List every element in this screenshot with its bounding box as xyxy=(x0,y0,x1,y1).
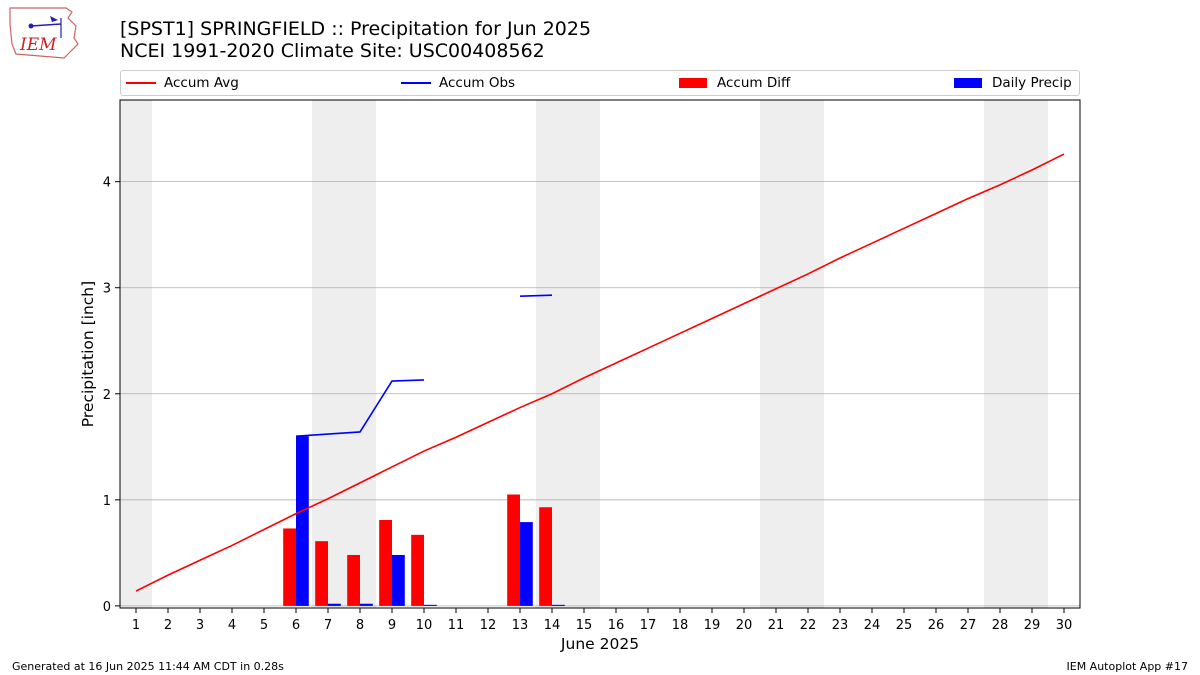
x-tick-label: 18 xyxy=(672,618,689,633)
x-tick-label: 27 xyxy=(960,618,977,633)
legend-item-accum-avg: Accum Avg xyxy=(126,71,239,95)
legend-item-accum-diff: Accum Diff xyxy=(679,71,790,95)
x-tick-label: 3 xyxy=(196,618,204,633)
legend-line-red xyxy=(126,82,156,84)
x-tick-label: 13 xyxy=(512,618,529,633)
bar-accum-diff xyxy=(283,528,296,606)
line-accum-obs xyxy=(519,294,553,297)
bar-daily-precip xyxy=(520,522,533,606)
line-accum-avg xyxy=(135,153,1065,592)
legend-patch-blue xyxy=(954,78,982,88)
bar-accum-diff xyxy=(315,541,328,606)
chart-title: [SPST1] SPRINGFIELD :: Precipitation for… xyxy=(120,18,592,40)
chart-legend: Accum Avg Accum Obs Accum Diff Daily Pre… xyxy=(120,70,1080,96)
bar-daily-precip xyxy=(424,604,437,606)
x-tick-label: 11 xyxy=(448,618,465,633)
x-tick-label: 28 xyxy=(992,618,1009,633)
iem-logo-text: IEM xyxy=(19,35,57,55)
x-tick-label: 12 xyxy=(480,618,497,633)
x-tick-label: 16 xyxy=(608,618,625,633)
x-tick-label: 26 xyxy=(928,618,945,633)
x-tick-label: 17 xyxy=(640,618,657,633)
weekend-band xyxy=(760,100,792,608)
weekend-band xyxy=(792,100,824,608)
legend-label-daily-precip: Daily Precip xyxy=(992,75,1072,91)
y-tick-label: 3 xyxy=(103,282,111,297)
y-tick-label: 1 xyxy=(103,494,111,509)
iem-logo: IEM xyxy=(9,7,79,59)
bar-accum-diff xyxy=(379,519,392,606)
legend-line-blue xyxy=(401,82,431,84)
x-tick-label: 14 xyxy=(544,618,561,633)
y-tick-label: 2 xyxy=(103,388,111,403)
x-tick-label: 2 xyxy=(164,618,172,633)
x-tick-label: 6 xyxy=(292,618,300,633)
weekend-band xyxy=(344,100,376,608)
legend-item-accum-obs: Accum Obs xyxy=(401,71,515,95)
x-tick-label: 22 xyxy=(800,618,817,633)
footer-generated: Generated at 16 Jun 2025 11:44 AM CDT in… xyxy=(12,660,284,673)
x-tick-label: 5 xyxy=(260,618,268,633)
x-tick-label: 24 xyxy=(864,618,881,633)
x-tick-label: 4 xyxy=(228,618,236,633)
legend-label-accum-obs: Accum Obs xyxy=(439,75,516,91)
footer-app-id: IEM Autoplot App #17 xyxy=(1066,660,1189,673)
x-axis-label: June 2025 xyxy=(560,635,639,653)
legend-label-accum-diff: Accum Diff xyxy=(717,75,791,91)
weekend-band xyxy=(312,100,344,608)
x-tick-label: 30 xyxy=(1056,618,1073,633)
legend-label-accum-avg: Accum Avg xyxy=(164,75,239,91)
chart-subtitle: NCEI 1991-2020 Climate Site: USC00408562 xyxy=(120,40,545,62)
bar-accum-diff xyxy=(347,554,360,606)
y-tick-label: 4 xyxy=(103,176,111,191)
bar-accum-diff xyxy=(411,534,424,606)
x-tick-label: 21 xyxy=(768,618,785,633)
legend-patch-red xyxy=(679,78,707,88)
plot-frame xyxy=(119,99,1081,609)
weekend-band xyxy=(120,100,152,608)
x-tick-label: 20 xyxy=(736,618,753,633)
x-tick-label: 23 xyxy=(832,618,849,633)
bar-accum-diff xyxy=(539,507,552,606)
x-tick-label: 9 xyxy=(388,618,396,633)
x-tick-label: 25 xyxy=(896,618,913,633)
x-tick-label: 15 xyxy=(576,618,593,633)
y-axis-label: Precipitation [inch] xyxy=(79,281,97,427)
x-tick-label: 29 xyxy=(1024,618,1041,633)
x-tick-label: 19 xyxy=(704,618,721,633)
x-tick-label: 1 xyxy=(132,618,140,633)
bar-daily-precip xyxy=(328,603,341,606)
x-tick-label: 7 xyxy=(324,618,332,633)
legend-item-daily-precip: Daily Precip xyxy=(954,71,1072,95)
bar-daily-precip xyxy=(360,603,373,606)
weekend-band xyxy=(984,100,1016,608)
bar-accum-diff xyxy=(507,494,520,606)
bar-daily-precip xyxy=(392,554,405,606)
y-tick-label: 0 xyxy=(103,600,111,615)
x-tick-label: 10 xyxy=(416,618,433,633)
bar-daily-precip xyxy=(296,436,309,606)
weekend-band xyxy=(568,100,600,608)
weekend-band xyxy=(1016,100,1048,608)
x-tick-label: 8 xyxy=(356,618,364,633)
bar-daily-precip xyxy=(552,604,565,606)
line-accum-obs xyxy=(295,379,425,437)
